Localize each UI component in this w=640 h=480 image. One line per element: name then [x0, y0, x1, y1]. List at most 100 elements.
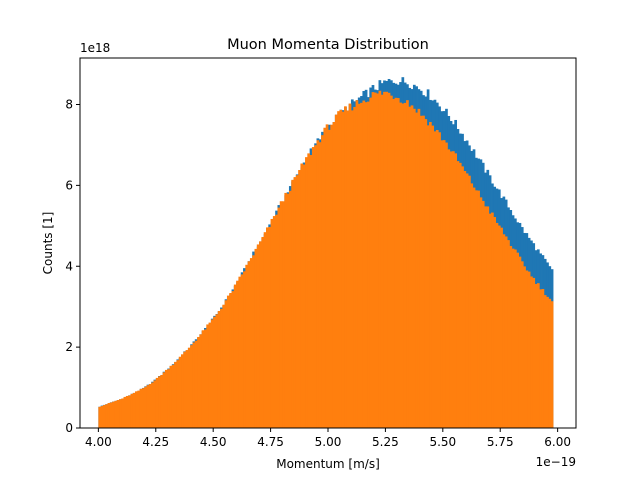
x-axis-label: Momentum [m/s]: [276, 457, 380, 471]
histogram-bar: [362, 100, 366, 428]
histogram-bar: [520, 261, 524, 428]
y-tick-label: 2: [65, 340, 73, 354]
histogram-bar: [523, 266, 526, 428]
histogram-bar: [550, 301, 554, 428]
histogram-bar: [491, 212, 494, 428]
histogram-bar: [261, 236, 265, 428]
histogram-bar: [112, 401, 115, 428]
histogram-bar: [426, 125, 430, 428]
histogram-bar: [226, 295, 230, 428]
histogram-bar: [325, 124, 329, 429]
x-tick-label: 5.50: [429, 435, 456, 449]
histogram-bar: [378, 90, 382, 428]
histogram-bar: [263, 232, 267, 428]
histogram-bar: [282, 201, 285, 428]
y-tick-label: 6: [65, 178, 73, 192]
histogram-bar: [435, 130, 439, 428]
y-tick-label: 0: [65, 421, 73, 435]
histogram-bar: [233, 284, 237, 428]
histogram-bar: [194, 340, 198, 428]
histogram-bar: [415, 112, 418, 428]
histogram-bar: [162, 372, 166, 428]
histogram-bar: [387, 92, 391, 428]
histogram-bar: [383, 91, 386, 428]
histogram-bar: [385, 91, 389, 428]
histogram-bar: [541, 289, 545, 428]
histogram-bar: [373, 92, 377, 428]
histogram-bar: [272, 216, 276, 428]
histogram-bar: [346, 110, 350, 428]
histogram-bar: [305, 157, 308, 428]
histogram-bar: [454, 153, 457, 429]
histogram-bar: [144, 386, 147, 428]
histogram-bar: [479, 197, 483, 428]
histogram-bar: [139, 388, 143, 428]
histogram-bar: [222, 304, 226, 428]
histogram-bar: [266, 227, 269, 428]
histogram-bar: [309, 155, 313, 428]
histogram-bar: [158, 376, 161, 428]
chart-title: Muon Momenta Distribution: [227, 37, 429, 53]
histogram-bar: [502, 234, 506, 428]
histogram-bar: [341, 111, 345, 429]
histogram-bar: [350, 110, 354, 428]
histogram-bar: [190, 345, 193, 428]
histogram-bar: [539, 289, 542, 428]
histogram-bar: [277, 207, 281, 428]
histogram-bar: [256, 244, 260, 428]
histogram-bar: [102, 405, 106, 428]
histogram-bar: [142, 388, 145, 428]
x-axis-ticks: 4.00 4.25 4.50 4.75 5.00 5.25 5.50 5.75 6.00: [85, 428, 571, 449]
histogram-bar: [399, 102, 402, 428]
histogram-bar: [493, 217, 497, 428]
x-tick-label: 5.25: [372, 435, 399, 449]
histogram-bar: [268, 227, 271, 428]
histogram-bar: [477, 190, 480, 428]
histogram-bar: [507, 240, 510, 428]
histogram-bar: [546, 296, 549, 428]
histogram-bar: [497, 225, 501, 428]
histogram-bar: [279, 201, 283, 428]
y-axis-ticks: 0 2 4 6 8: [65, 98, 80, 435]
histogram-bar: [445, 142, 448, 428]
histogram-bar: [132, 392, 136, 428]
histogram-bar: [548, 298, 552, 428]
histogram-bar: [213, 316, 216, 428]
histogram-bar: [245, 264, 249, 428]
histogram-bar: [167, 369, 170, 428]
histogram-bar: [204, 329, 207, 428]
histogram-bar: [105, 404, 108, 428]
histogram-bar: [406, 100, 409, 429]
histogram-bar: [107, 403, 111, 428]
histogram-bar: [456, 161, 460, 428]
histogram-bar: [229, 293, 232, 428]
histogram-bar: [474, 190, 478, 428]
histogram-bar: [286, 193, 290, 428]
histogram-bar: [174, 361, 177, 428]
histogram-bar: [181, 354, 184, 428]
histogram-bar: [100, 406, 104, 428]
histogram-bar: [238, 276, 242, 428]
histogram-bar: [307, 153, 311, 428]
histogram-bar: [380, 94, 384, 428]
histogram-bar: [220, 308, 223, 428]
histogram-bar: [284, 192, 288, 428]
histogram-bar: [481, 200, 485, 428]
histogram-bar: [495, 222, 499, 428]
histogram-bar: [390, 95, 393, 428]
histogram-bar: [148, 384, 152, 428]
histogram-bar: [330, 124, 333, 428]
histogram-bar: [98, 406, 102, 428]
histogram-bar: [417, 108, 421, 428]
histogram-bar: [511, 248, 515, 428]
histogram-bar: [146, 385, 150, 428]
histogram-bar: [128, 395, 131, 428]
histogram-bar: [254, 248, 258, 428]
histogram-bar: [463, 171, 467, 428]
histogram-bar: [318, 142, 322, 428]
histogram-bar: [224, 300, 228, 428]
histogram-bar: [422, 115, 425, 429]
histogram-bar: [135, 391, 138, 428]
histogram-bar: [243, 271, 246, 428]
histogram-bar: [192, 342, 196, 428]
